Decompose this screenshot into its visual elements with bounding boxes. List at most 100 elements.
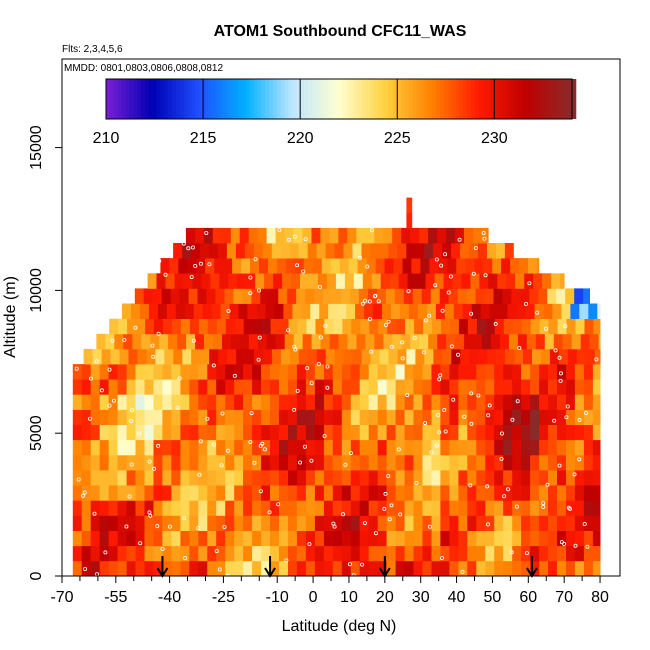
heat-cell [431, 439, 441, 456]
heat-cell [146, 348, 156, 365]
heat-cell [215, 288, 225, 304]
sample-point [340, 223, 345, 228]
heat-cell [541, 348, 551, 365]
heat-cell [497, 273, 507, 289]
heat-cell [370, 243, 380, 259]
heat-cell [377, 560, 388, 577]
colorbar-tick-label: 230 [481, 130, 508, 147]
heat-cell [475, 288, 485, 304]
heat-cell [180, 560, 190, 577]
y-tick-label: 0 [28, 571, 45, 580]
heat-cell [350, 364, 361, 380]
heat-cell [284, 227, 294, 244]
heat-cell [135, 379, 145, 395]
heat-cell [422, 545, 432, 562]
colorbar-swatch [307, 79, 313, 119]
heat-cell [462, 303, 473, 319]
heat-cell [132, 333, 142, 350]
heat-cell [293, 227, 303, 244]
heat-cell [175, 303, 186, 319]
heat-cell [476, 545, 486, 562]
heat-cell [234, 318, 245, 335]
heat-cell [377, 454, 388, 471]
sample-point [517, 345, 522, 350]
heat-cell [479, 273, 489, 289]
heat-cell [458, 545, 468, 562]
heat-cell [270, 394, 280, 410]
heat-cell [159, 333, 169, 350]
heat-cell [440, 470, 450, 486]
heat-cell [494, 530, 504, 547]
heat-cell [377, 394, 388, 410]
sample-point [148, 513, 153, 518]
heat-cell [207, 560, 217, 577]
heat-cell [421, 288, 432, 304]
heat-cell [476, 470, 486, 486]
colorbar-swatch [474, 79, 480, 119]
sample-point [360, 301, 365, 306]
colorbar-swatch [296, 79, 301, 119]
heat-cell [72, 454, 83, 471]
heat-cell [539, 454, 549, 471]
heat-cell [503, 545, 513, 562]
sample-point [396, 447, 401, 452]
x-tick-label: -55 [104, 589, 127, 606]
heat-cell [329, 333, 339, 350]
sample-point [183, 556, 188, 561]
heat-cell [548, 500, 558, 516]
heat-cell [386, 515, 396, 531]
sample-point [284, 558, 289, 563]
heat-cell [494, 454, 504, 471]
colorbar-swatch [405, 79, 410, 119]
sample-point [360, 562, 365, 567]
heat-cell [395, 454, 405, 471]
heat-cell [144, 500, 154, 516]
heat-cell [565, 288, 575, 304]
heat-cell [424, 348, 434, 365]
sample-point [483, 273, 488, 278]
colorbar-swatch [529, 79, 534, 119]
heat-cell [123, 333, 133, 350]
sample-point [367, 317, 372, 322]
sample-point [510, 417, 515, 422]
heat-cell [122, 303, 132, 319]
colorbar-swatch [323, 79, 328, 119]
sample-point [130, 408, 135, 413]
heat-cell [288, 424, 298, 441]
heat-cell [207, 409, 217, 425]
heat-cell [537, 258, 540, 274]
colorbar-swatch [203, 79, 208, 119]
colorbar-swatch [109, 79, 115, 119]
heat-cell [72, 394, 83, 410]
heat-cell [386, 424, 396, 441]
heat-cell [467, 530, 477, 547]
heat-cell [153, 364, 163, 380]
sample-point [434, 443, 439, 448]
colorbar-swatch [521, 79, 526, 119]
heat-cell [144, 364, 154, 380]
heat-cell [413, 409, 423, 425]
heat-cell [530, 409, 540, 425]
heat-cell [539, 545, 549, 562]
heat-cell [574, 515, 585, 531]
heat-cell [570, 303, 580, 319]
heat-cell [279, 545, 289, 562]
heat-cell [566, 470, 576, 486]
heat-cell [574, 394, 585, 410]
heat-cell [574, 500, 585, 516]
heat-cell [476, 364, 486, 380]
heat-cell [148, 303, 159, 319]
heat-cell [442, 243, 452, 259]
heat-cell [422, 409, 432, 425]
heat-cell [239, 227, 250, 244]
heat-cell [164, 348, 174, 365]
heat-cell [467, 515, 477, 531]
colorbar-swatch [506, 79, 511, 119]
heat-cell [395, 485, 405, 501]
sample-point [258, 489, 263, 494]
colorbar-swatch [121, 79, 126, 119]
heat-cell [458, 500, 468, 516]
heat-cell [458, 364, 468, 380]
colorbar-swatch [482, 79, 487, 119]
